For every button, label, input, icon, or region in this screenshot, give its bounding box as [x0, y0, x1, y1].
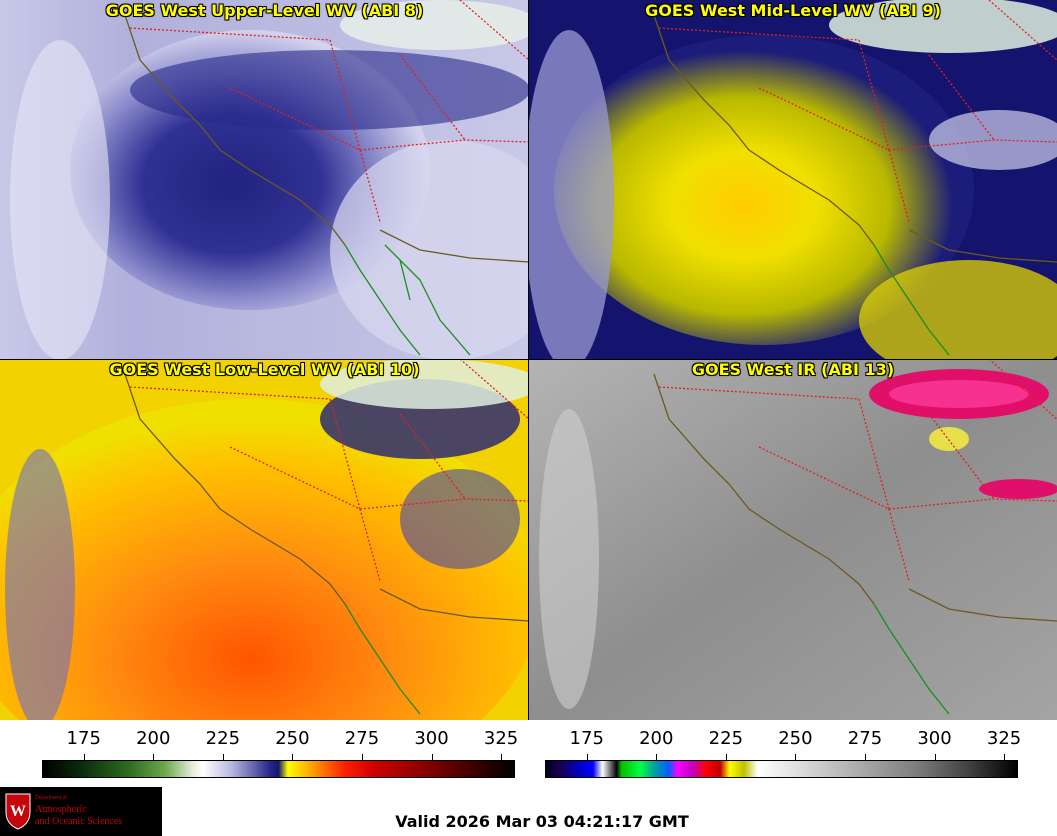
colorbar-tick-label: 325	[986, 728, 1022, 749]
colorbar-tick-label: 225	[708, 728, 744, 749]
colorbar-tick-mark	[501, 754, 503, 760]
mid-level-wv-title: GOES West Mid-Level WV (ABI 9)	[645, 1, 941, 20]
wv-colorbar: 175 200 225 250 275 300 325	[42, 722, 519, 782]
uw-crest-icon: W	[5, 793, 31, 830]
colorbar-tick-label: 300	[414, 728, 449, 749]
upper-level-wv-panel: GOES West Upper-Level WV (ABI 8)	[0, 0, 529, 359]
colorbar-tick-mark	[431, 754, 433, 760]
colorbar-tick-label: 200	[639, 728, 674, 749]
colorbar-tick-label: 225	[205, 728, 241, 749]
colorbar-tick-mark	[361, 754, 363, 760]
colorbar-tick-mark	[656, 754, 658, 760]
wv-colorbar-ticks: 175 200 225 250 275 300 325	[42, 722, 519, 760]
logo-line1: Atmospheric	[35, 804, 87, 815]
colorbar-tick-mark	[1004, 754, 1006, 760]
ir-colorbar: 175 200 225 250 275 300 325	[545, 722, 1022, 782]
colorbar-tick-label: 200	[136, 728, 171, 749]
logo-line2: and Oceanic Sciences	[35, 816, 123, 827]
low-level-wv-title: GOES West Low-Level WV (ABI 10)	[109, 360, 420, 379]
crest-letter: W	[10, 803, 26, 820]
valid-time-text: Valid 2026 Mar 03 04:21:17 GMT	[395, 812, 689, 831]
colorbar-tick-mark	[725, 754, 727, 760]
panel-divider-vertical	[528, 0, 529, 720]
aos-logo: W Department of Atmospheric and Oceanic …	[0, 787, 162, 836]
colorbar-tick-mark	[586, 754, 588, 760]
colorbar-tick-mark	[83, 754, 85, 760]
colorbar-tick-label: 250	[275, 728, 310, 749]
mid-level-wv-panel: GOES West Mid-Level WV (ABI 9)	[529, 0, 1057, 359]
colorbar-tick-mark	[864, 754, 866, 760]
colorbar-tick-label: 275	[847, 728, 883, 749]
low-level-wv-panel: GOES West Low-Level WV (ABI 10)	[0, 359, 529, 720]
ir-colorbar-gradient	[545, 760, 1018, 778]
colorbar-tick-label: 300	[917, 728, 952, 749]
upper-level-wv-image	[0, 0, 529, 359]
colorbar-tick-mark	[153, 754, 155, 760]
ir-panel: GOES West IR (ABI 13)	[529, 359, 1057, 720]
logo-dept-text: Department of	[35, 795, 67, 801]
colorbar-tick-mark	[934, 754, 936, 760]
low-level-wv-image	[0, 359, 529, 720]
mid-level-wv-image	[529, 0, 1057, 359]
colorbar-tick-mark	[222, 754, 224, 760]
colorbar-tick-label: 250	[778, 728, 813, 749]
ir-title: GOES West IR (ABI 13)	[691, 360, 895, 379]
panel-divider-horizontal	[0, 359, 1057, 360]
colorbar-tick-label: 175	[66, 728, 101, 749]
colorbar-tick-label: 325	[483, 728, 519, 749]
colorbar-tick-label: 175	[569, 728, 604, 749]
wv-colorbar-gradient	[42, 760, 515, 778]
ir-image	[529, 359, 1057, 720]
colorbar-tick-label: 275	[344, 728, 380, 749]
ir-colorbar-ticks: 175 200 225 250 275 300 325	[545, 722, 1022, 760]
colorbar-tick-mark	[292, 754, 294, 760]
colorbar-tick-mark	[795, 754, 797, 760]
upper-level-wv-title: GOES West Upper-Level WV (ABI 8)	[105, 1, 424, 20]
